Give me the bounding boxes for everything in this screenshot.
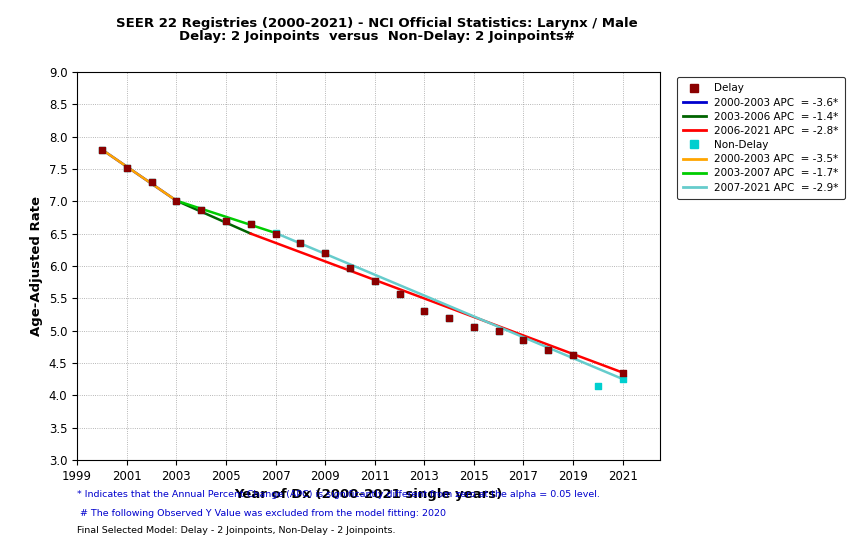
Point (170, 196, 183, 205)
Point (566, 351, 580, 360)
Point (268, 229, 282, 238)
Point (219, 216, 233, 225)
Point (170, 196, 183, 205)
Text: * Indicates that the Annual Percent Change (APC) is significantly different from: * Indicates that the Annual Percent Chan… (77, 490, 600, 499)
Point (417, 307, 431, 316)
Point (145, 177, 159, 186)
Point (492, 326, 506, 335)
Point (195, 206, 208, 215)
Text: Final Selected Model: Delay - 2 Joinpoints, Non-Delay - 2 Joinpoints.: Final Selected Model: Delay - 2 Joinpoin… (77, 526, 396, 535)
Point (318, 249, 332, 258)
Point (467, 323, 481, 332)
Point (95, 145, 109, 154)
Point (120, 163, 134, 172)
Point (268, 229, 282, 238)
Point (120, 164, 134, 173)
Point (95, 145, 109, 154)
Point (293, 239, 307, 248)
Point (517, 336, 530, 345)
Point (566, 351, 580, 360)
Point (393, 290, 406, 299)
Legend: Delay, 2000-2003 APC  = -3.6*, 2003-2006 APC  = -1.4*, 2006-2021 APC  = -2.8*, N: Delay, 2000-2003 APC = -3.6*, 2003-2006 … (677, 77, 845, 199)
Point (616, 375, 630, 383)
Point (343, 264, 357, 273)
Point (368, 277, 381, 286)
Point (293, 239, 307, 248)
Point (591, 382, 605, 391)
Point (244, 219, 258, 228)
Point (542, 346, 555, 355)
Point (417, 307, 431, 316)
Point (195, 206, 208, 215)
Point (492, 326, 506, 335)
Y-axis label: Age-Adjusted Rate: Age-Adjusted Rate (30, 196, 43, 336)
Point (616, 368, 630, 377)
Point (393, 290, 406, 299)
Text: Delay: 2 Joinpoints  versus  Non-Delay: 2 Joinpoints#: Delay: 2 Joinpoints versus Non-Delay: 2 … (179, 30, 575, 43)
Point (145, 177, 159, 186)
Point (343, 264, 357, 273)
Text: # The following Observed Y Value was excluded from the model fitting: 2020: # The following Observed Y Value was exc… (77, 509, 446, 517)
X-axis label: Year of Dx (2000-2021 single years): Year of Dx (2000-2021 single years) (234, 488, 503, 501)
Point (442, 313, 456, 322)
Point (467, 323, 481, 332)
Point (368, 276, 381, 285)
Point (542, 346, 555, 355)
Point (517, 336, 530, 345)
Point (442, 313, 456, 322)
Point (318, 249, 332, 258)
Text: SEER 22 Registries (2000-2021) - NCI Official Statistics: Larynx / Male: SEER 22 Registries (2000-2021) - NCI Off… (117, 17, 638, 29)
Point (244, 219, 258, 228)
Point (219, 216, 233, 225)
